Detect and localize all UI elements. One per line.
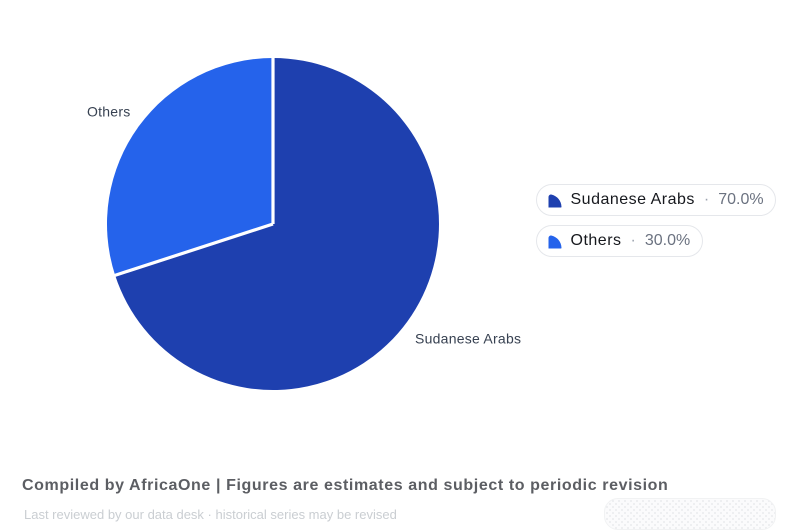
svg-text:Sudanese Arabs: Sudanese Arabs (415, 331, 521, 347)
svg-text:Others: Others (87, 103, 131, 119)
